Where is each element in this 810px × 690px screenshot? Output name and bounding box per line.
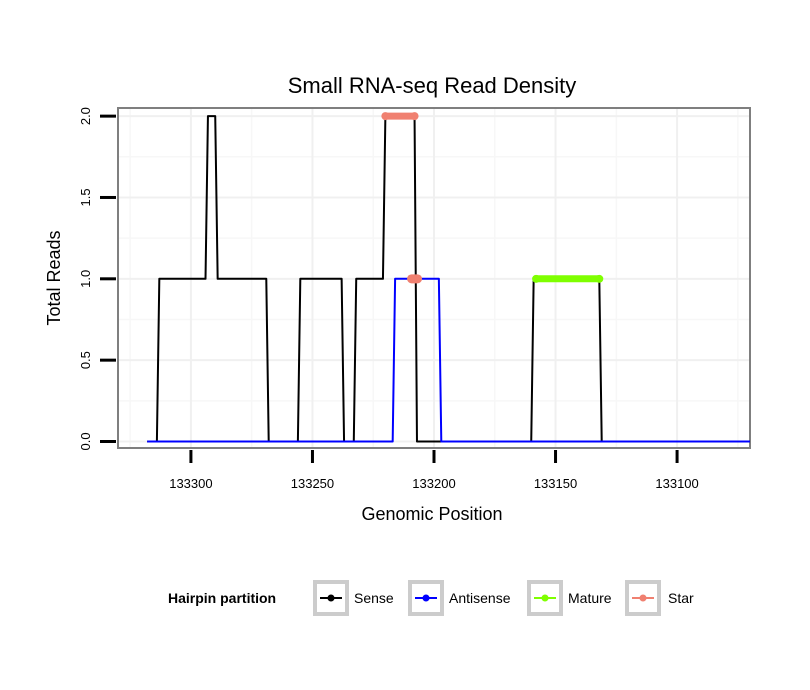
- legend-title: Hairpin partition: [168, 590, 276, 606]
- x-axis-title: Genomic Position: [361, 504, 502, 524]
- series-star-point-0: [381, 112, 390, 121]
- chart-title: Small RNA-seq Read Density: [288, 73, 577, 98]
- series-layer: [147, 112, 750, 443]
- legend-key-dot-mature: [541, 594, 549, 602]
- legend-key-dot-star: [639, 594, 647, 602]
- legend-entries: Sense Antisense Mature Star: [313, 580, 694, 616]
- y-tick-label-4: 2.0: [78, 107, 93, 125]
- legend-label-mature: Mature: [568, 590, 612, 606]
- y-tick-label-3: 1.5: [78, 188, 93, 206]
- series-antisense-line: [147, 277, 750, 443]
- x-tick-label-1: 133250: [291, 476, 334, 491]
- x-tick-label-4: 133100: [655, 476, 698, 491]
- x-tick-label-3: 133150: [534, 476, 577, 491]
- x-axis: 133300 133250 133200 133150 133100: [169, 450, 699, 491]
- x-tick-label-0: 133300: [169, 476, 212, 491]
- series-mature-point-0: [532, 274, 541, 283]
- legend-label-antisense: Antisense: [449, 590, 511, 606]
- y-tick-label-0: 0.0: [78, 432, 93, 450]
- y-axis-title: Total Reads: [44, 230, 64, 325]
- plot-frame: [117, 107, 751, 449]
- series-star-point-1: [410, 112, 419, 121]
- series-mature-point-1: [595, 274, 604, 283]
- x-tick-label-2: 133200: [412, 476, 455, 491]
- legend: Hairpin partition Sense Antisense Mature St…: [168, 580, 694, 616]
- y-tick-label-1: 0.5: [78, 351, 93, 369]
- legend-key-dot-antisense: [422, 594, 430, 602]
- y-tick-label-2: 1.0: [78, 270, 93, 288]
- legend-key-dot-sense: [327, 594, 335, 602]
- legend-label-sense: Sense: [354, 590, 394, 606]
- legend-label-star: Star: [668, 590, 694, 606]
- y-axis: 0.0 0.5 1.0 1.5 2.0: [78, 107, 116, 451]
